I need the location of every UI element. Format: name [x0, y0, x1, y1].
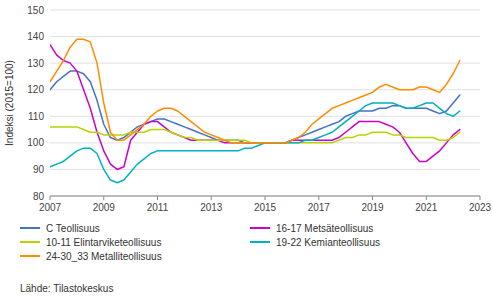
y-tick-label: 100	[27, 137, 44, 148]
x-tick	[211, 196, 212, 200]
y-tick-label: 150	[27, 5, 44, 16]
source: Lähde: Tilastokeskus	[20, 283, 113, 294]
x-tick-label: 2011	[147, 202, 169, 213]
grid-line	[50, 169, 480, 170]
legend-label: 19-22 Kemianteollisuus	[276, 237, 380, 248]
x-tick	[50, 196, 51, 200]
legend-label: C Teollisuus	[46, 223, 100, 234]
legend-label: 10-11 Elintarviketeollisuus	[46, 237, 161, 248]
lines	[50, 39, 460, 182]
legend-swatch	[20, 255, 40, 257]
x-tick-label: 2009	[93, 202, 116, 213]
legend-label: 16-17 Metsäteollisuus	[276, 223, 373, 234]
x-axis: 2007 2009 2011 2013 2015 2017 2019 2021 2023	[39, 196, 492, 213]
x-tick-label: 2015	[254, 202, 277, 213]
y-axis-label: Indeksi (2015=100)	[4, 60, 15, 146]
legend: C Teollisuus 16-17 Metsäteollisuus 10-11 E…	[20, 223, 380, 262]
legend-swatch	[250, 227, 270, 229]
chart: 8090100110120130140150200720092011201320…	[0, 0, 493, 304]
y-axis: 80 90 100 110 120 130 140 150	[27, 5, 480, 202]
x-tick-label: 2021	[415, 202, 438, 213]
series-line	[50, 127, 460, 143]
series-line	[50, 39, 460, 143]
x-tick	[265, 196, 266, 200]
grid-line	[50, 36, 480, 37]
x-tick-label: 2007	[39, 202, 62, 213]
legend-swatch	[20, 241, 40, 243]
legend-swatch	[250, 241, 270, 243]
x-tick	[157, 196, 158, 200]
legend-label: 24-30_33 Metalliteollisuus	[46, 251, 162, 262]
y-tick-label: 110	[28, 111, 44, 122]
x-tick	[318, 196, 319, 200]
grid-line	[50, 63, 480, 64]
x-tick-label: 2019	[361, 202, 384, 213]
x-tick	[372, 196, 373, 200]
grid-line	[50, 116, 480, 117]
y-tick-label: 80	[33, 191, 45, 202]
legend-swatch	[20, 227, 40, 229]
y-tick-label: 120	[27, 84, 44, 95]
x-tick	[426, 196, 427, 200]
x-tick-label: 2017	[308, 202, 331, 213]
x-tick-label: 2023	[469, 202, 492, 213]
x-tick-label: 2013	[200, 202, 223, 213]
y-tick-label: 130	[27, 58, 44, 69]
y-tick-label: 90	[33, 164, 45, 175]
x-tick	[480, 196, 481, 200]
y-tick-label: 140	[27, 31, 44, 42]
series-line	[50, 45, 460, 170]
x-tick	[103, 196, 104, 200]
grid-line	[50, 10, 480, 11]
